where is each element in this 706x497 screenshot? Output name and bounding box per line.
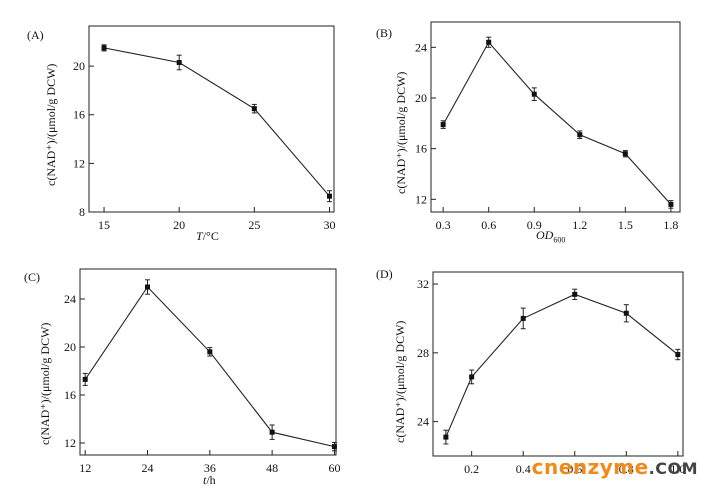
plot-area-d: 0.2 0.4 0.6 0.8 1.0 24 28 32 xyxy=(417,271,685,476)
y-tick-label: 20 xyxy=(64,340,76,354)
series-line xyxy=(442,41,672,205)
x-axis-label-a-var: T xyxy=(196,229,203,243)
x-tick-label: 15 xyxy=(98,218,110,232)
plot-area-a: 15 20 25 30 8 12 16 20 xyxy=(73,25,335,232)
x-axis-label-a: T/°C xyxy=(196,229,219,244)
y-tick-label: 16 xyxy=(73,108,85,122)
plot-area-b: 0.3 0.6 0.9 1.2 1.5 1.8 12 16 20 24 xyxy=(415,21,681,232)
panel-label-c: (C) xyxy=(24,270,40,284)
data-point xyxy=(623,310,629,316)
data-point xyxy=(443,434,449,440)
x-tick-label: 0.9 xyxy=(527,218,542,232)
x-tick-label: 1.0 xyxy=(670,462,685,476)
chart-panel-a: 15 20 25 30 8 12 16 20 (A) c(NAD⁺)/(μmol/g DCW)… xyxy=(0,0,353,250)
y-tick-label: 24 xyxy=(64,292,76,306)
data-point xyxy=(572,291,578,297)
x-tick-label: 0.4 xyxy=(516,462,531,476)
y-tick-label: 12 xyxy=(73,156,85,170)
x-axis-label-b-var: OD xyxy=(536,228,554,242)
plot-frame xyxy=(79,268,337,456)
x-axis-label-c: t/h xyxy=(203,473,216,488)
x-tick-label: 30 xyxy=(323,218,335,232)
y-axis-label-a: c(NAD⁺)/(μmol/g DCW) xyxy=(44,63,58,186)
data-point xyxy=(251,106,257,112)
x-tick-label: 60 xyxy=(328,461,340,475)
panel-label-b: (B) xyxy=(376,26,392,40)
data-point xyxy=(331,444,337,450)
data-point xyxy=(269,429,275,435)
data-point xyxy=(82,376,88,382)
y-tick-label: 24 xyxy=(417,415,429,429)
x-tick-label: 24 xyxy=(142,461,154,475)
data-point xyxy=(207,349,213,355)
x-tick-label: 1.8 xyxy=(663,218,678,232)
data-point xyxy=(145,284,151,290)
data-point xyxy=(440,122,446,128)
y-tick-label: 12 xyxy=(415,192,427,206)
data-point xyxy=(486,39,492,45)
y-tick-label: 20 xyxy=(73,59,85,73)
y-axis-label-d: c(NAD⁺)/(μmol/g DCW) xyxy=(393,320,407,443)
y-tick-label: 16 xyxy=(415,142,427,156)
data-point xyxy=(326,193,332,199)
data-point xyxy=(531,91,537,97)
series-line xyxy=(445,293,679,438)
chart-panel-c: 12 24 36 48 60 12 16 20 24 (C) c(NAD⁺)/(μmol/g D… xyxy=(0,250,353,497)
x-axis-label-b: OD600 xyxy=(536,228,565,244)
y-tick-label: 16 xyxy=(64,388,76,402)
y-tick-label: 20 xyxy=(415,91,427,105)
y-tick-label: 28 xyxy=(417,346,429,360)
panel-label-a: (A) xyxy=(27,28,44,42)
data-point xyxy=(520,315,526,321)
x-tick-label: 0.6 xyxy=(567,462,582,476)
y-axis-label-c: c(NAD⁺)/(μmol/g DCW) xyxy=(38,322,52,445)
x-tick-label: 0.8 xyxy=(619,462,634,476)
x-tick-label: 12 xyxy=(79,461,91,475)
x-tick-label: 25 xyxy=(248,218,260,232)
data-point xyxy=(176,59,182,65)
y-axis-label-b: c(NAD⁺)/(μmol/g DCW) xyxy=(394,71,408,194)
panel-label-d: (D) xyxy=(376,267,393,281)
x-axis-label-c-unit: /h xyxy=(206,473,216,487)
watermark-tld: .COM xyxy=(648,459,698,478)
series-line xyxy=(84,286,335,448)
x-tick-label: 1.2 xyxy=(572,218,587,232)
y-tick-label: 12 xyxy=(64,436,76,450)
data-point xyxy=(668,201,674,207)
x-axis-label-b-sub: 600 xyxy=(553,235,566,245)
plot-area-c: 12 24 36 48 60 12 16 20 24 xyxy=(64,268,340,475)
watermark-main: cnenzyme xyxy=(531,455,649,479)
data-point xyxy=(469,374,475,380)
x-axis-label-c-var: t xyxy=(203,473,207,487)
data-point xyxy=(675,352,681,358)
chart-panel-b: 0.3 0.6 0.9 1.2 1.5 1.8 12 16 20 24 (B) c(NAD⁺)/(… xyxy=(353,0,706,250)
y-tick-label: 32 xyxy=(417,277,429,291)
x-tick-label: 1.5 xyxy=(618,218,633,232)
x-tick-label: 48 xyxy=(266,461,278,475)
x-tick-label: 0.6 xyxy=(481,218,496,232)
x-tick-label: 0.3 xyxy=(436,218,451,232)
data-point xyxy=(577,132,583,138)
plot-frame xyxy=(430,21,681,213)
plot-frame xyxy=(88,25,335,213)
data-point xyxy=(101,45,107,51)
x-tick-label: 36 xyxy=(204,461,216,475)
data-point xyxy=(622,151,628,157)
site-watermark: cnenzyme.COM xyxy=(532,455,698,479)
x-tick-label: 0.2 xyxy=(464,462,479,476)
x-tick-label: 20 xyxy=(173,218,185,232)
plot-frame xyxy=(432,271,684,457)
y-tick-label: 24 xyxy=(415,40,427,54)
series-line xyxy=(103,47,330,197)
y-tick-label: 8 xyxy=(79,205,85,219)
chart-panel-d: 0.2 0.4 0.6 0.8 1.0 24 28 32 (D) c(NAD⁺)/(μmol/… xyxy=(353,250,706,497)
x-axis-label-a-unit: /°C xyxy=(202,229,219,243)
